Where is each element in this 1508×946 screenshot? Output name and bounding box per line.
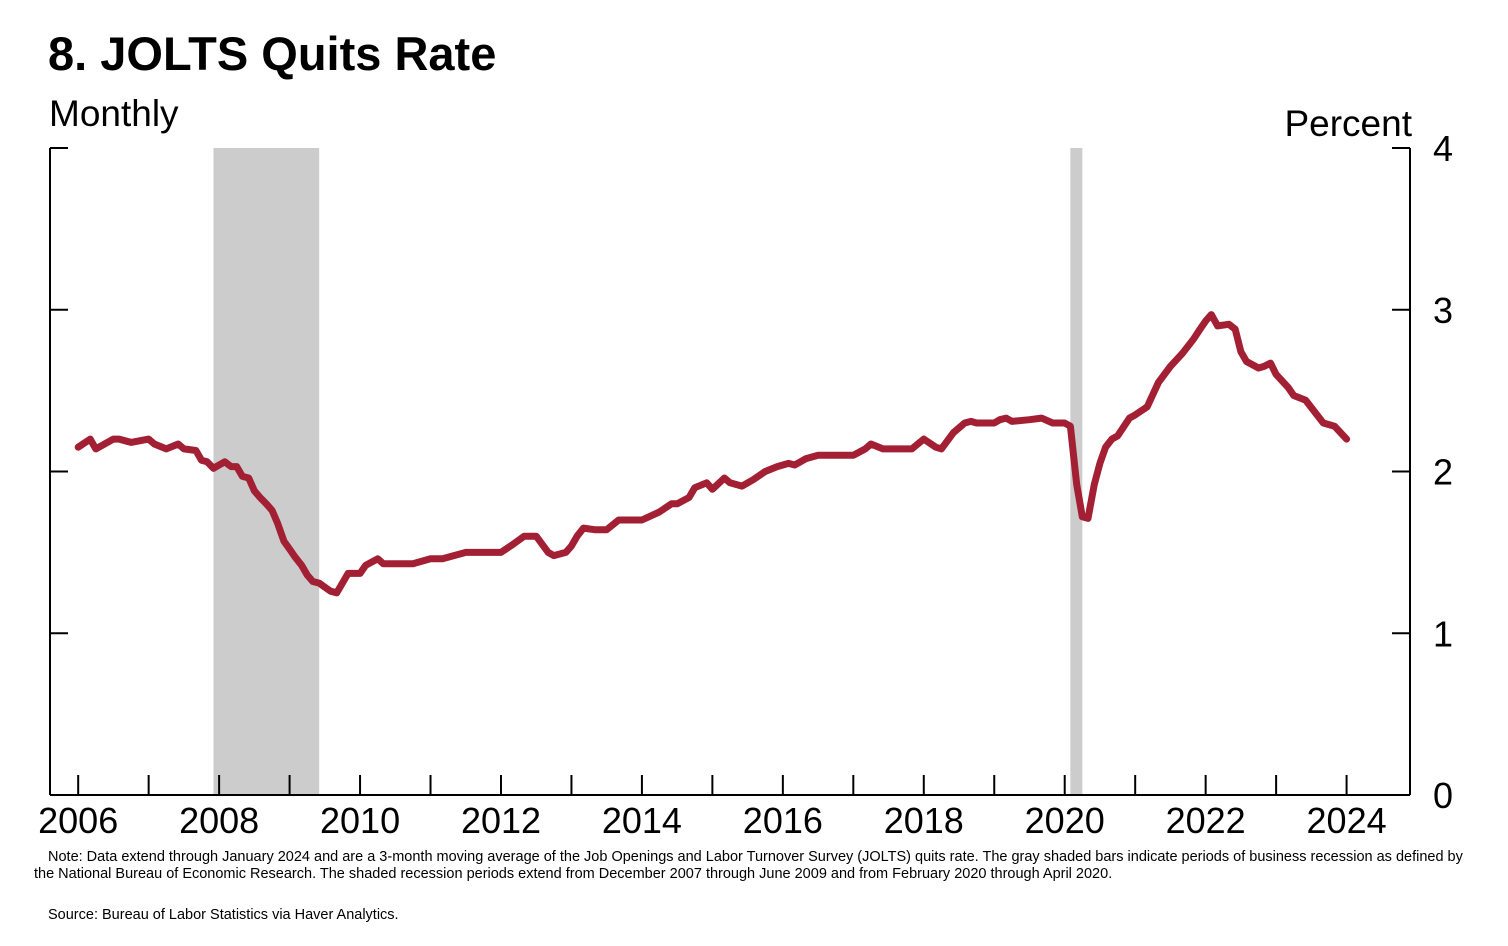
- x-tick-label-2014: 2014: [602, 800, 682, 840]
- recession-bar-1: [213, 148, 320, 795]
- chart-note: Note: Data extend through January 2024 a…: [34, 849, 1463, 882]
- x-tick-label-2018: 2018: [884, 800, 964, 840]
- x-tick-label-2008: 2008: [179, 800, 259, 840]
- y-axis-unit-label: Percent: [1284, 103, 1412, 144]
- series-layer: [74, 311, 1351, 597]
- y-tick-label-1: 1: [1433, 613, 1453, 654]
- quits-rate-line: [74, 311, 1351, 597]
- y-tick-label-2: 2: [1433, 452, 1453, 493]
- x-tick-label-2012: 2012: [461, 800, 541, 840]
- chart-title: 8. JOLTS Quits Rate: [48, 27, 497, 80]
- x-tick-label-2006: 2006: [38, 800, 118, 840]
- x-tick-label-2016: 2016: [743, 800, 823, 840]
- axes-layer: [49, 147, 1411, 796]
- y-tick-label-4: 4: [1433, 128, 1453, 169]
- x-tick-label-2024: 2024: [1307, 800, 1387, 840]
- chart-source: Source: Bureau of Labor Statistics via H…: [48, 907, 399, 923]
- y-tick-label-0: 0: [1433, 775, 1453, 816]
- tick-labels-layer: 0 1 2 3 4 2006 2008 2010 2012 2014 2016 2018 2020 202…: [38, 128, 1453, 840]
- x-tick-label-2022: 2022: [1166, 800, 1246, 840]
- y-tick-label-3: 3: [1433, 290, 1453, 331]
- recession-shading-layer: [213, 148, 1083, 795]
- x-tick-label-2020: 2020: [1025, 800, 1105, 840]
- quits-rate-chart: 0 1 2 3 4 2006 2008 2010 2012 2014 2016 2018 2020 202…: [38, 128, 1453, 840]
- chart-subtitle: Monthly: [49, 93, 179, 134]
- x-tick-label-2010: 2010: [320, 800, 400, 840]
